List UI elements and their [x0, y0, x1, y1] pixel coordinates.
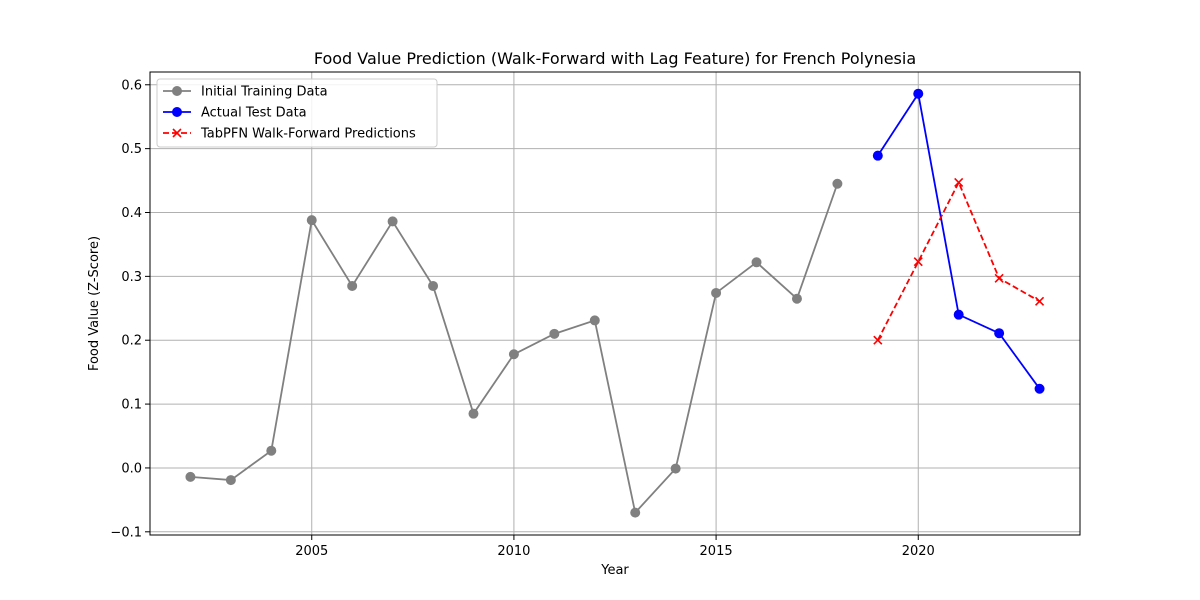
- y-tick-label: 0.1: [121, 398, 142, 413]
- data-point: [953, 309, 964, 320]
- axis-ticks: 2005 2010 2015 2020 −0.1 0.0 0.1 0.2 0.3 0.4 0.5 0.…: [110, 78, 934, 559]
- data-point: [589, 315, 600, 326]
- legend-label: Actual Test Data: [201, 106, 307, 121]
- x-tick-label: 2010: [497, 544, 530, 559]
- data-point: [751, 257, 762, 268]
- y-tick-label: 0.3: [121, 270, 142, 285]
- data-point: [468, 408, 479, 419]
- data-point: [1034, 383, 1045, 394]
- x-axis-title: Year: [600, 563, 629, 578]
- x-marker-stroke: [954, 177, 964, 188]
- data-point: [832, 178, 843, 189]
- y-tick-label: −0.1: [110, 525, 142, 540]
- series-0: [185, 178, 843, 518]
- x-marker-stroke: [172, 128, 182, 138]
- x-tick-label: 2005: [295, 544, 328, 559]
- y-tick-label: 0.2: [121, 334, 142, 349]
- x-marker-stroke: [994, 273, 1004, 283]
- series-line: [877, 180, 1041, 341]
- legend-label: TabPFN Walk-Forward Predictions: [200, 127, 416, 142]
- data-point: [913, 257, 923, 267]
- legend-item: Actual Test Data: [163, 106, 307, 121]
- data-point: [872, 150, 883, 161]
- y-tick-label: 0.4: [121, 206, 142, 221]
- y-tick-label: 0.5: [121, 142, 142, 157]
- x-tick-label: 2015: [700, 544, 733, 559]
- data-point: [711, 287, 722, 298]
- data-point: [266, 445, 277, 456]
- data-point: [994, 328, 1005, 339]
- data-point: [428, 280, 439, 291]
- y-tick-label: 0.6: [121, 78, 142, 93]
- y-axis-title: Food Value (Z-Score): [87, 236, 102, 371]
- x-tick-label: 2020: [902, 544, 935, 559]
- data-point: [913, 88, 924, 99]
- data-point: [670, 463, 681, 474]
- legend-box: [156, 78, 438, 148]
- data-point: [508, 349, 519, 360]
- data-point: [549, 328, 560, 339]
- y-tick-label: 0.0: [121, 461, 142, 476]
- data-point: [873, 335, 883, 345]
- data-point: [306, 215, 317, 226]
- grid-lines: [150, 72, 1080, 535]
- data-point: [225, 475, 236, 486]
- legend-marker: [172, 128, 182, 138]
- data-point: [791, 293, 802, 304]
- plot-frame: [149, 71, 1081, 536]
- legend-item: TabPFN Walk-Forward Predictions: [163, 127, 416, 142]
- series-2: [873, 177, 1045, 345]
- data-point: [994, 273, 1004, 283]
- legend-label: Initial Training Data: [201, 85, 328, 100]
- data-point: [185, 471, 196, 482]
- legend: Initial Training Data Actual Test Data Tab…: [156, 78, 438, 148]
- series-1: [872, 88, 1045, 394]
- chart-title: Food Value Prediction (Walk-Forward with…: [314, 49, 916, 68]
- data-point: [1034, 296, 1045, 306]
- data-point: [387, 216, 398, 227]
- data-point: [954, 177, 964, 188]
- legend-item: Initial Training Data: [163, 85, 328, 100]
- data-point: [347, 280, 358, 291]
- x-marker-stroke: [913, 257, 923, 267]
- legend-marker: [172, 107, 182, 117]
- x-marker-stroke: [873, 335, 883, 345]
- data-point: [630, 507, 641, 518]
- legend-marker: [172, 86, 182, 96]
- data-series: [185, 88, 1045, 518]
- x-marker-stroke: [1034, 296, 1045, 306]
